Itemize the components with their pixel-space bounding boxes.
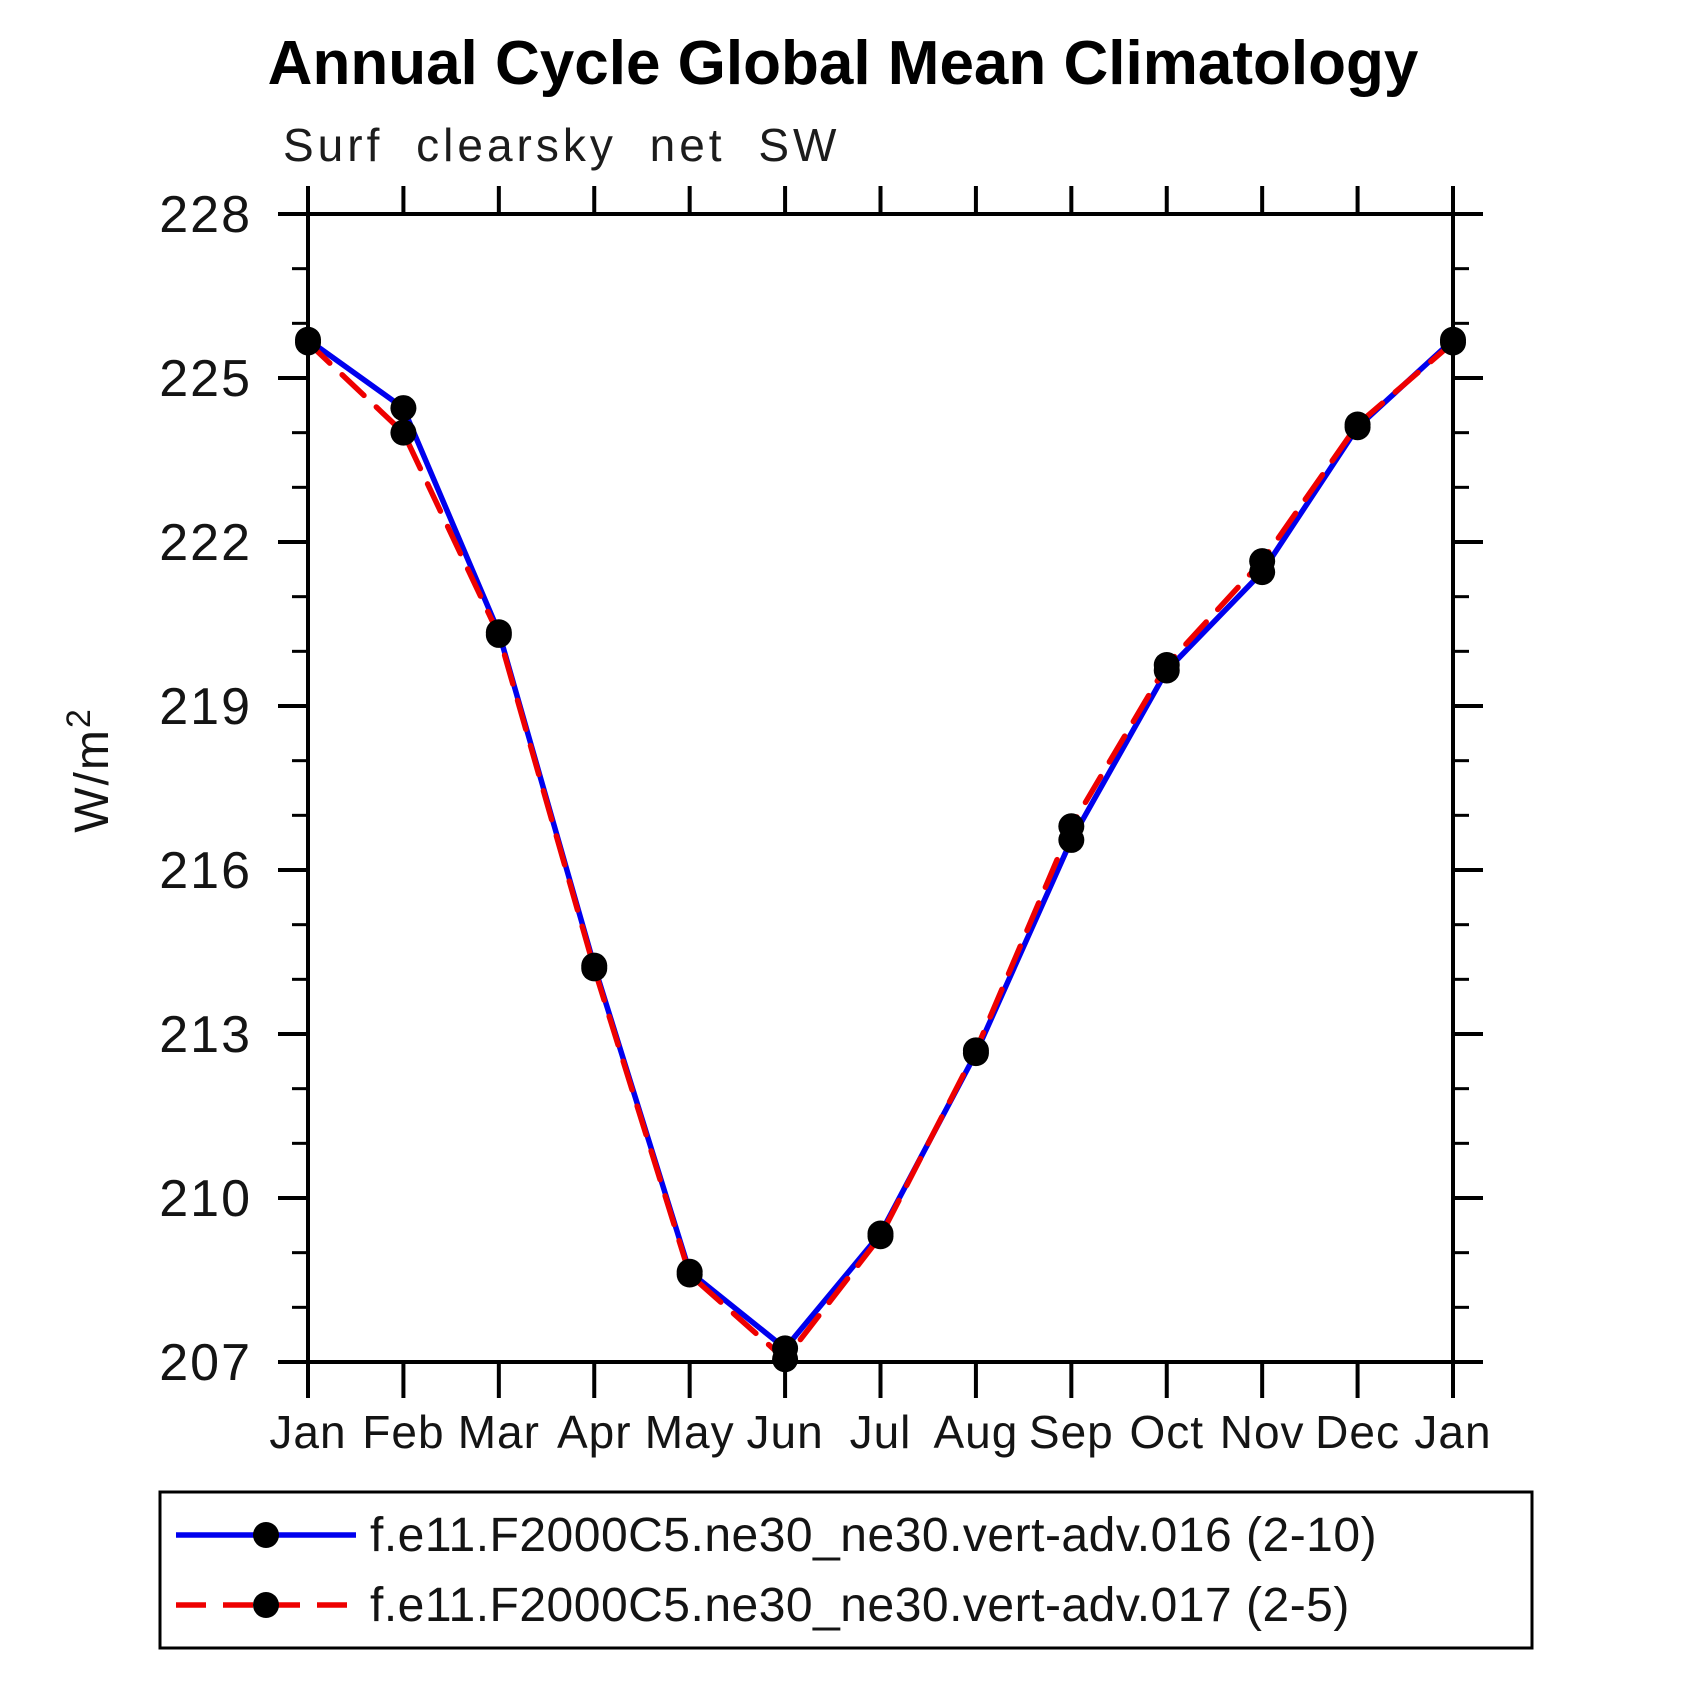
x-axis: Jan Feb Mar Apr May Jun Jul Aug Sep Oct Nov Dec Jan (269, 186, 1491, 1458)
y-axis-tick-label: 219 (159, 678, 252, 736)
chart-subtitle: Surf clearsky net SW (283, 119, 841, 171)
data-point-marker (390, 419, 417, 446)
y-axis-tick-label: 228 (159, 186, 252, 244)
y-axis-tick-label: 222 (159, 514, 252, 572)
x-axis-tick-label: Mar (458, 1406, 540, 1458)
x-axis-tick-label: Apr (557, 1406, 632, 1458)
series-markers (295, 326, 1466, 1373)
x-axis-tick-label: Nov (1220, 1406, 1305, 1458)
data-point-marker (485, 621, 512, 648)
x-axis-tick-label: Jul (850, 1406, 912, 1458)
data-point-marker (1344, 411, 1371, 438)
plot-frame (306, 212, 1455, 1364)
data-point-marker (1153, 652, 1180, 678)
y-axis-title-text: W/m2 (60, 707, 119, 833)
x-axis-tick-label: Oct (1129, 1406, 1204, 1458)
data-point-marker (867, 1223, 894, 1250)
y-axis-tick-label: 225 (159, 350, 252, 408)
legend-marker-1 (253, 1592, 279, 1618)
chart-title: Annual Cycle Global Mean Climatology (267, 29, 1419, 98)
series-lines (305, 336, 1456, 1363)
data-point-marker (295, 329, 321, 356)
legend-label-1: f.e11.F2000C5.ne30_ne30.vert-adv.017 (2-… (370, 1579, 1350, 1632)
y-axis-tick-label: 207 (159, 1334, 252, 1392)
data-point-marker (1058, 813, 1085, 840)
data-point-marker (962, 1037, 989, 1064)
x-axis-tick-label: Aug (933, 1406, 1018, 1458)
y-axis-tick-label: 216 (159, 842, 252, 900)
data-point-marker (1440, 329, 1466, 356)
x-axis-tick-label: Sep (1029, 1406, 1114, 1458)
x-axis-tick-label: Jun (746, 1406, 823, 1458)
legend-box (158, 1490, 1534, 1650)
legend: f.e11.F2000C5.ne30_ne30.vert-adv.016 (2-… (158, 1490, 1534, 1650)
y-axis-tick-label: 210 (159, 1170, 252, 1228)
x-axis-tick-label: Dec (1315, 1406, 1400, 1458)
legend-label-0: f.e11.F2000C5.ne30_ne30.vert-adv.016 (2-… (370, 1509, 1377, 1562)
data-point-marker (772, 1346, 799, 1373)
data-point-marker (581, 955, 608, 982)
x-axis-tick-label: Jan (269, 1406, 346, 1458)
legend-marker-0 (253, 1522, 279, 1548)
x-axis-tick-label: May (645, 1406, 735, 1458)
series-line-1 (305, 339, 1456, 1363)
x-axis-tick-label: Jan (1414, 1406, 1491, 1458)
data-point-marker (1249, 548, 1276, 575)
data-point-marker (390, 395, 417, 422)
data-point-marker (676, 1261, 703, 1288)
x-axis-tick-label: Feb (362, 1406, 444, 1458)
y-axis: 207 210 213 216 219 222 225 228 (159, 186, 1483, 1392)
series-line-0 (305, 336, 1456, 1352)
y-axis-tick-label: 213 (159, 1006, 252, 1064)
y-axis-title: W/m2 (60, 707, 119, 833)
